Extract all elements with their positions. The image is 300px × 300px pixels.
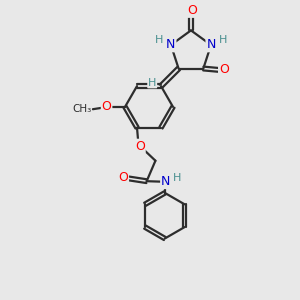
Text: O: O (102, 100, 112, 113)
Text: N: N (166, 38, 176, 52)
Text: N: N (206, 38, 216, 52)
Text: N: N (161, 175, 170, 188)
Text: H: H (173, 173, 181, 183)
Text: O: O (219, 64, 229, 76)
Text: O: O (135, 140, 145, 153)
Text: O: O (118, 171, 128, 184)
Text: H: H (154, 35, 163, 45)
Text: H: H (219, 35, 227, 45)
Text: CH₃: CH₃ (72, 104, 92, 114)
Text: H: H (148, 78, 156, 88)
Text: O: O (188, 4, 197, 17)
